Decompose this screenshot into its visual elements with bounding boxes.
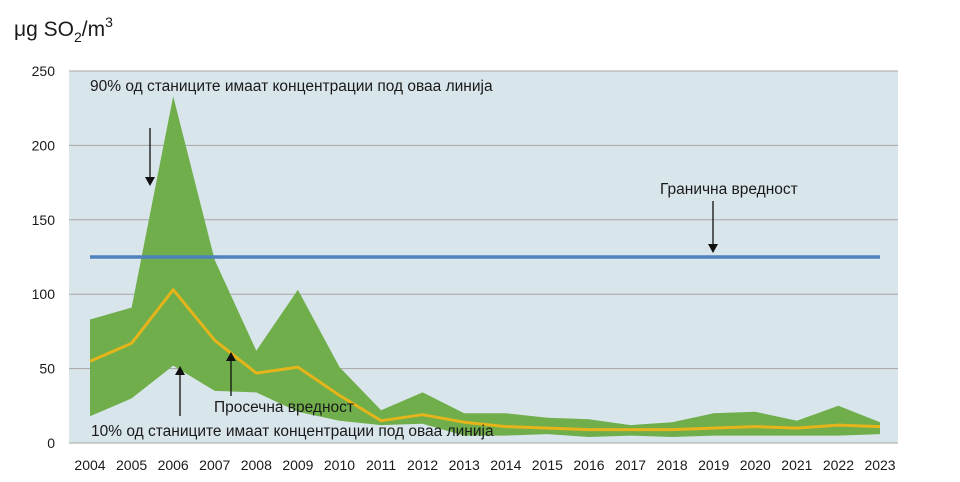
- x-tick-2007: 2007: [199, 457, 230, 473]
- arrow-limit-head: [708, 244, 718, 253]
- x-axis-ticks: 2004 2005 2006 2007 2008 2009 2010 2011 2012 2013…: [74, 457, 895, 473]
- y-axis-ticks: 0 50 100 150 200 250: [32, 63, 56, 451]
- annotation-limit: Гранична вредност: [660, 181, 798, 198]
- x-tick-2015: 2015: [532, 457, 563, 473]
- arrow-upper: [145, 128, 155, 186]
- arrow-limit: [708, 201, 718, 253]
- x-tick-2006: 2006: [158, 457, 189, 473]
- annotation-mean: Просечна вредност: [214, 399, 354, 416]
- annotation-upper: 90% од станиците имаат концентрации под …: [90, 78, 493, 95]
- y-tick-150: 150: [32, 212, 56, 228]
- percentile-band: [90, 96, 880, 438]
- y-unit-base: μg SO: [14, 18, 74, 41]
- band-area: [90, 96, 880, 438]
- x-tick-2009: 2009: [282, 457, 313, 473]
- x-tick-2004: 2004: [74, 457, 105, 473]
- y-tick-200: 200: [32, 137, 56, 153]
- arrow-mean-head: [226, 352, 236, 361]
- arrow-lower-head: [175, 366, 185, 375]
- y-tick-0: 0: [47, 435, 55, 451]
- x-tick-2013: 2013: [449, 457, 480, 473]
- x-tick-2023: 2023: [864, 457, 895, 473]
- x-tick-2021: 2021: [781, 457, 812, 473]
- mean-series-line: [89, 288, 881, 432]
- x-tick-2012: 2012: [407, 457, 438, 473]
- y-tick-100: 100: [32, 286, 56, 302]
- x-tick-2014: 2014: [490, 457, 521, 473]
- y-tick-250: 250: [32, 63, 56, 79]
- y-unit-label: μg SO2/m3: [14, 14, 113, 45]
- x-tick-2010: 2010: [324, 457, 355, 473]
- annotation-arrows: [145, 128, 718, 416]
- arrow-mean: [226, 352, 236, 396]
- x-tick-2011: 2011: [366, 457, 396, 473]
- y-unit-subscript: 2: [74, 29, 82, 45]
- y-unit-superscript: 3: [105, 14, 113, 30]
- x-tick-2020: 2020: [740, 457, 771, 473]
- x-tick-2016: 2016: [573, 457, 604, 473]
- x-tick-2019: 2019: [698, 457, 729, 473]
- x-tick-2008: 2008: [241, 457, 272, 473]
- y-unit-mid: /m: [82, 18, 105, 41]
- annotation-lower: 10% од станиците имаат концентрации под …: [91, 423, 494, 440]
- x-tick-2022: 2022: [823, 457, 854, 473]
- mean-line: [89, 288, 881, 432]
- arrow-upper-head: [145, 177, 155, 186]
- y-tick-50: 50: [39, 361, 55, 377]
- x-tick-2017: 2017: [615, 457, 646, 473]
- x-tick-2018: 2018: [657, 457, 688, 473]
- x-tick-2005: 2005: [116, 457, 147, 473]
- arrow-lower: [175, 366, 185, 416]
